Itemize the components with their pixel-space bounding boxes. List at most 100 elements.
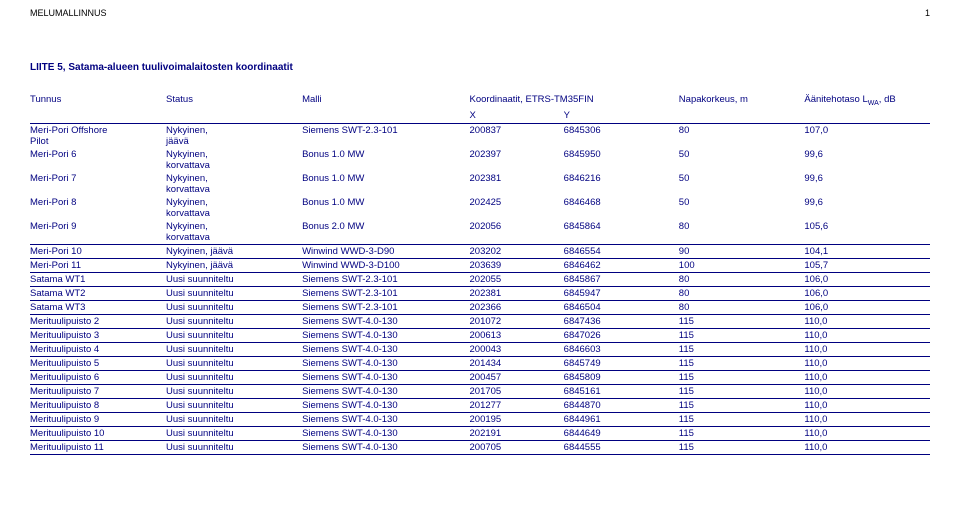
cell-lwa: 99,6 — [804, 196, 930, 220]
cell-y: 6844649 — [564, 426, 679, 440]
table-row: Meri-Pori 10Nykyinen, jääväWinwind WWD-3… — [30, 244, 930, 258]
cell-y: 6846504 — [564, 300, 679, 314]
cell-lwa: 110,0 — [804, 370, 930, 384]
cell-tunnus: Meri-Pori OffshorePilot — [30, 123, 166, 148]
table-row: Meri-Pori 7Nykyinen,korvattavaBonus 1.0 … — [30, 172, 930, 196]
cell-x: 202056 — [470, 220, 564, 245]
cell-malli: Siemens SWT-2.3-101 — [302, 286, 469, 300]
cell-y: 6845950 — [564, 148, 679, 172]
table-row: Meri-Pori OffshorePilotNykyinen,jääväSie… — [30, 123, 930, 148]
cell-malli: Winwind WWD-3-D90 — [302, 244, 469, 258]
cell-lwa: 110,0 — [804, 398, 930, 412]
cell-napa: 115 — [679, 328, 805, 342]
lwa-sub: WA — [868, 100, 879, 107]
cell-y: 6846462 — [564, 258, 679, 272]
cell-malli: Siemens SWT-4.0-130 — [302, 412, 469, 426]
table-row: Merituulipuisto 5Uusi suunniteltuSiemens… — [30, 356, 930, 370]
cell-x: 202425 — [470, 196, 564, 220]
cell-status: Nykyinen,korvattava — [166, 148, 302, 172]
table-row: Merituulipuisto 8Uusi suunniteltuSiemens… — [30, 398, 930, 412]
cell-tunnus: Merituulipuisto 2 — [30, 314, 166, 328]
cell-status: Uusi suunniteltu — [166, 398, 302, 412]
table-body: Meri-Pori OffshorePilotNykyinen,jäävä Sie… — [30, 123, 930, 454]
cell-napa: 115 — [679, 370, 805, 384]
cell-tunnus: Satama WT2 — [30, 286, 166, 300]
cell-x: 201072 — [470, 314, 564, 328]
cell-lwa: 106,0 — [804, 300, 930, 314]
cell-napa: 80 — [679, 300, 805, 314]
cell-status: Uusi suunniteltu — [166, 440, 302, 454]
table-row: Merituulipuisto 9Uusi suunniteltuSiemens… — [30, 412, 930, 426]
cell-malli: Siemens SWT-4.0-130 — [302, 342, 469, 356]
table-row: Merituulipuisto 6Uusi suunniteltuSiemens… — [30, 370, 930, 384]
col-x: X — [470, 109, 564, 124]
header-left: MELUMALLINNUS — [30, 8, 107, 18]
cell-tunnus: Meri-Pori 11 — [30, 258, 166, 272]
table-head: Tunnus Status Malli Koordinaatit, ETRS-T… — [30, 93, 930, 123]
cell-status: Uusi suunniteltu — [166, 272, 302, 286]
table-row: Meri-Pori 11Nykyinen, jääväWinwind WWD-3… — [30, 258, 930, 272]
table-row: Meri-Pori 8Nykyinen,korvattavaBonus 1.0 … — [30, 196, 930, 220]
cell-napa: 115 — [679, 342, 805, 356]
cell-napa: 80 — [679, 272, 805, 286]
cell-napa: 80 — [679, 123, 805, 148]
cell-lwa: 110,0 — [804, 328, 930, 342]
cell-tunnus: Meri-Pori 10 — [30, 244, 166, 258]
cell-lwa: 104,1 — [804, 244, 930, 258]
cell-y: 6845947 — [564, 286, 679, 300]
cell-y: 6845161 — [564, 384, 679, 398]
col-napa: Napakorkeus, m — [679, 93, 805, 109]
cell-status: Uusi suunniteltu — [166, 370, 302, 384]
cell-x: 200195 — [470, 412, 564, 426]
cell-status: Nykyinen,korvattava — [166, 172, 302, 196]
cell-lwa: 110,0 — [804, 440, 930, 454]
cell-napa: 115 — [679, 426, 805, 440]
cell-malli: Bonus 1.0 MW — [302, 148, 469, 172]
content: LIITE 5, Satama-alueen tuulivoimalaitost… — [0, 22, 960, 475]
col-status: Status — [166, 93, 302, 109]
cell-tunnus: Merituulipuisto 5 — [30, 356, 166, 370]
document-title: LIITE 5, Satama-alueen tuulivoimalaitost… — [30, 62, 930, 73]
cell-y: 6844961 — [564, 412, 679, 426]
cell-y: 6844555 — [564, 440, 679, 454]
cell-y: 6846554 — [564, 244, 679, 258]
cell-lwa: 110,0 — [804, 356, 930, 370]
cell-tunnus: Meri-Pori 6 — [30, 148, 166, 172]
cell-malli: Bonus 1.0 MW — [302, 196, 469, 220]
cell-tunnus: Merituulipuisto 9 — [30, 412, 166, 426]
table-row: Satama WT3Uusi suunniteltuSiemens SWT-2.… — [30, 300, 930, 314]
cell-tunnus: Meri-Pori 7 — [30, 172, 166, 196]
cell-y: 6846603 — [564, 342, 679, 356]
cell-x: 200705 — [470, 440, 564, 454]
cell-tunnus: Satama WT1 — [30, 272, 166, 286]
cell-napa: 115 — [679, 356, 805, 370]
cell-lwa: 110,0 — [804, 314, 930, 328]
cell-malli: Siemens SWT-4.0-130 — [302, 314, 469, 328]
cell-malli: Siemens SWT-4.0-130 — [302, 426, 469, 440]
table-row: Merituulipuisto 11Uusi suunniteltuSiemen… — [30, 440, 930, 454]
cell-status: Nykyinen, jäävä — [166, 244, 302, 258]
cell-status: Nykyinen,jäävä — [166, 123, 302, 148]
page-header: MELUMALLINNUS 1 — [0, 0, 960, 22]
cell-lwa: 110,0 — [804, 342, 930, 356]
cell-tunnus: Meri-Pori 9 — [30, 220, 166, 245]
cell-malli: Siemens SWT-4.0-130 — [302, 440, 469, 454]
cell-malli: Siemens SWT-4.0-130 — [302, 398, 469, 412]
table-row: Merituulipuisto 7Uusi suunniteltuSiemens… — [30, 384, 930, 398]
cell-malli: Siemens SWT-4.0-130 — [302, 328, 469, 342]
cell-napa: 115 — [679, 398, 805, 412]
cell-tunnus: Merituulipuisto 7 — [30, 384, 166, 398]
cell-tunnus: Merituulipuisto 3 — [30, 328, 166, 342]
cell-lwa: 110,0 — [804, 384, 930, 398]
cell-status: Uusi suunniteltu — [166, 300, 302, 314]
table-row: Merituulipuisto 10Uusi suunniteltuSiemen… — [30, 426, 930, 440]
cell-x: 202055 — [470, 272, 564, 286]
lwa-prefix: Äänitehotaso L — [804, 94, 867, 105]
table-row: Merituulipuisto 2Uusi suunniteltuSiemens… — [30, 314, 930, 328]
cell-status: Uusi suunniteltu — [166, 342, 302, 356]
cell-x: 201705 — [470, 384, 564, 398]
cell-x: 202191 — [470, 426, 564, 440]
cell-malli: Siemens SWT-2.3-101 — [302, 272, 469, 286]
cell-status: Uusi suunniteltu — [166, 384, 302, 398]
cell-napa: 80 — [679, 220, 805, 245]
